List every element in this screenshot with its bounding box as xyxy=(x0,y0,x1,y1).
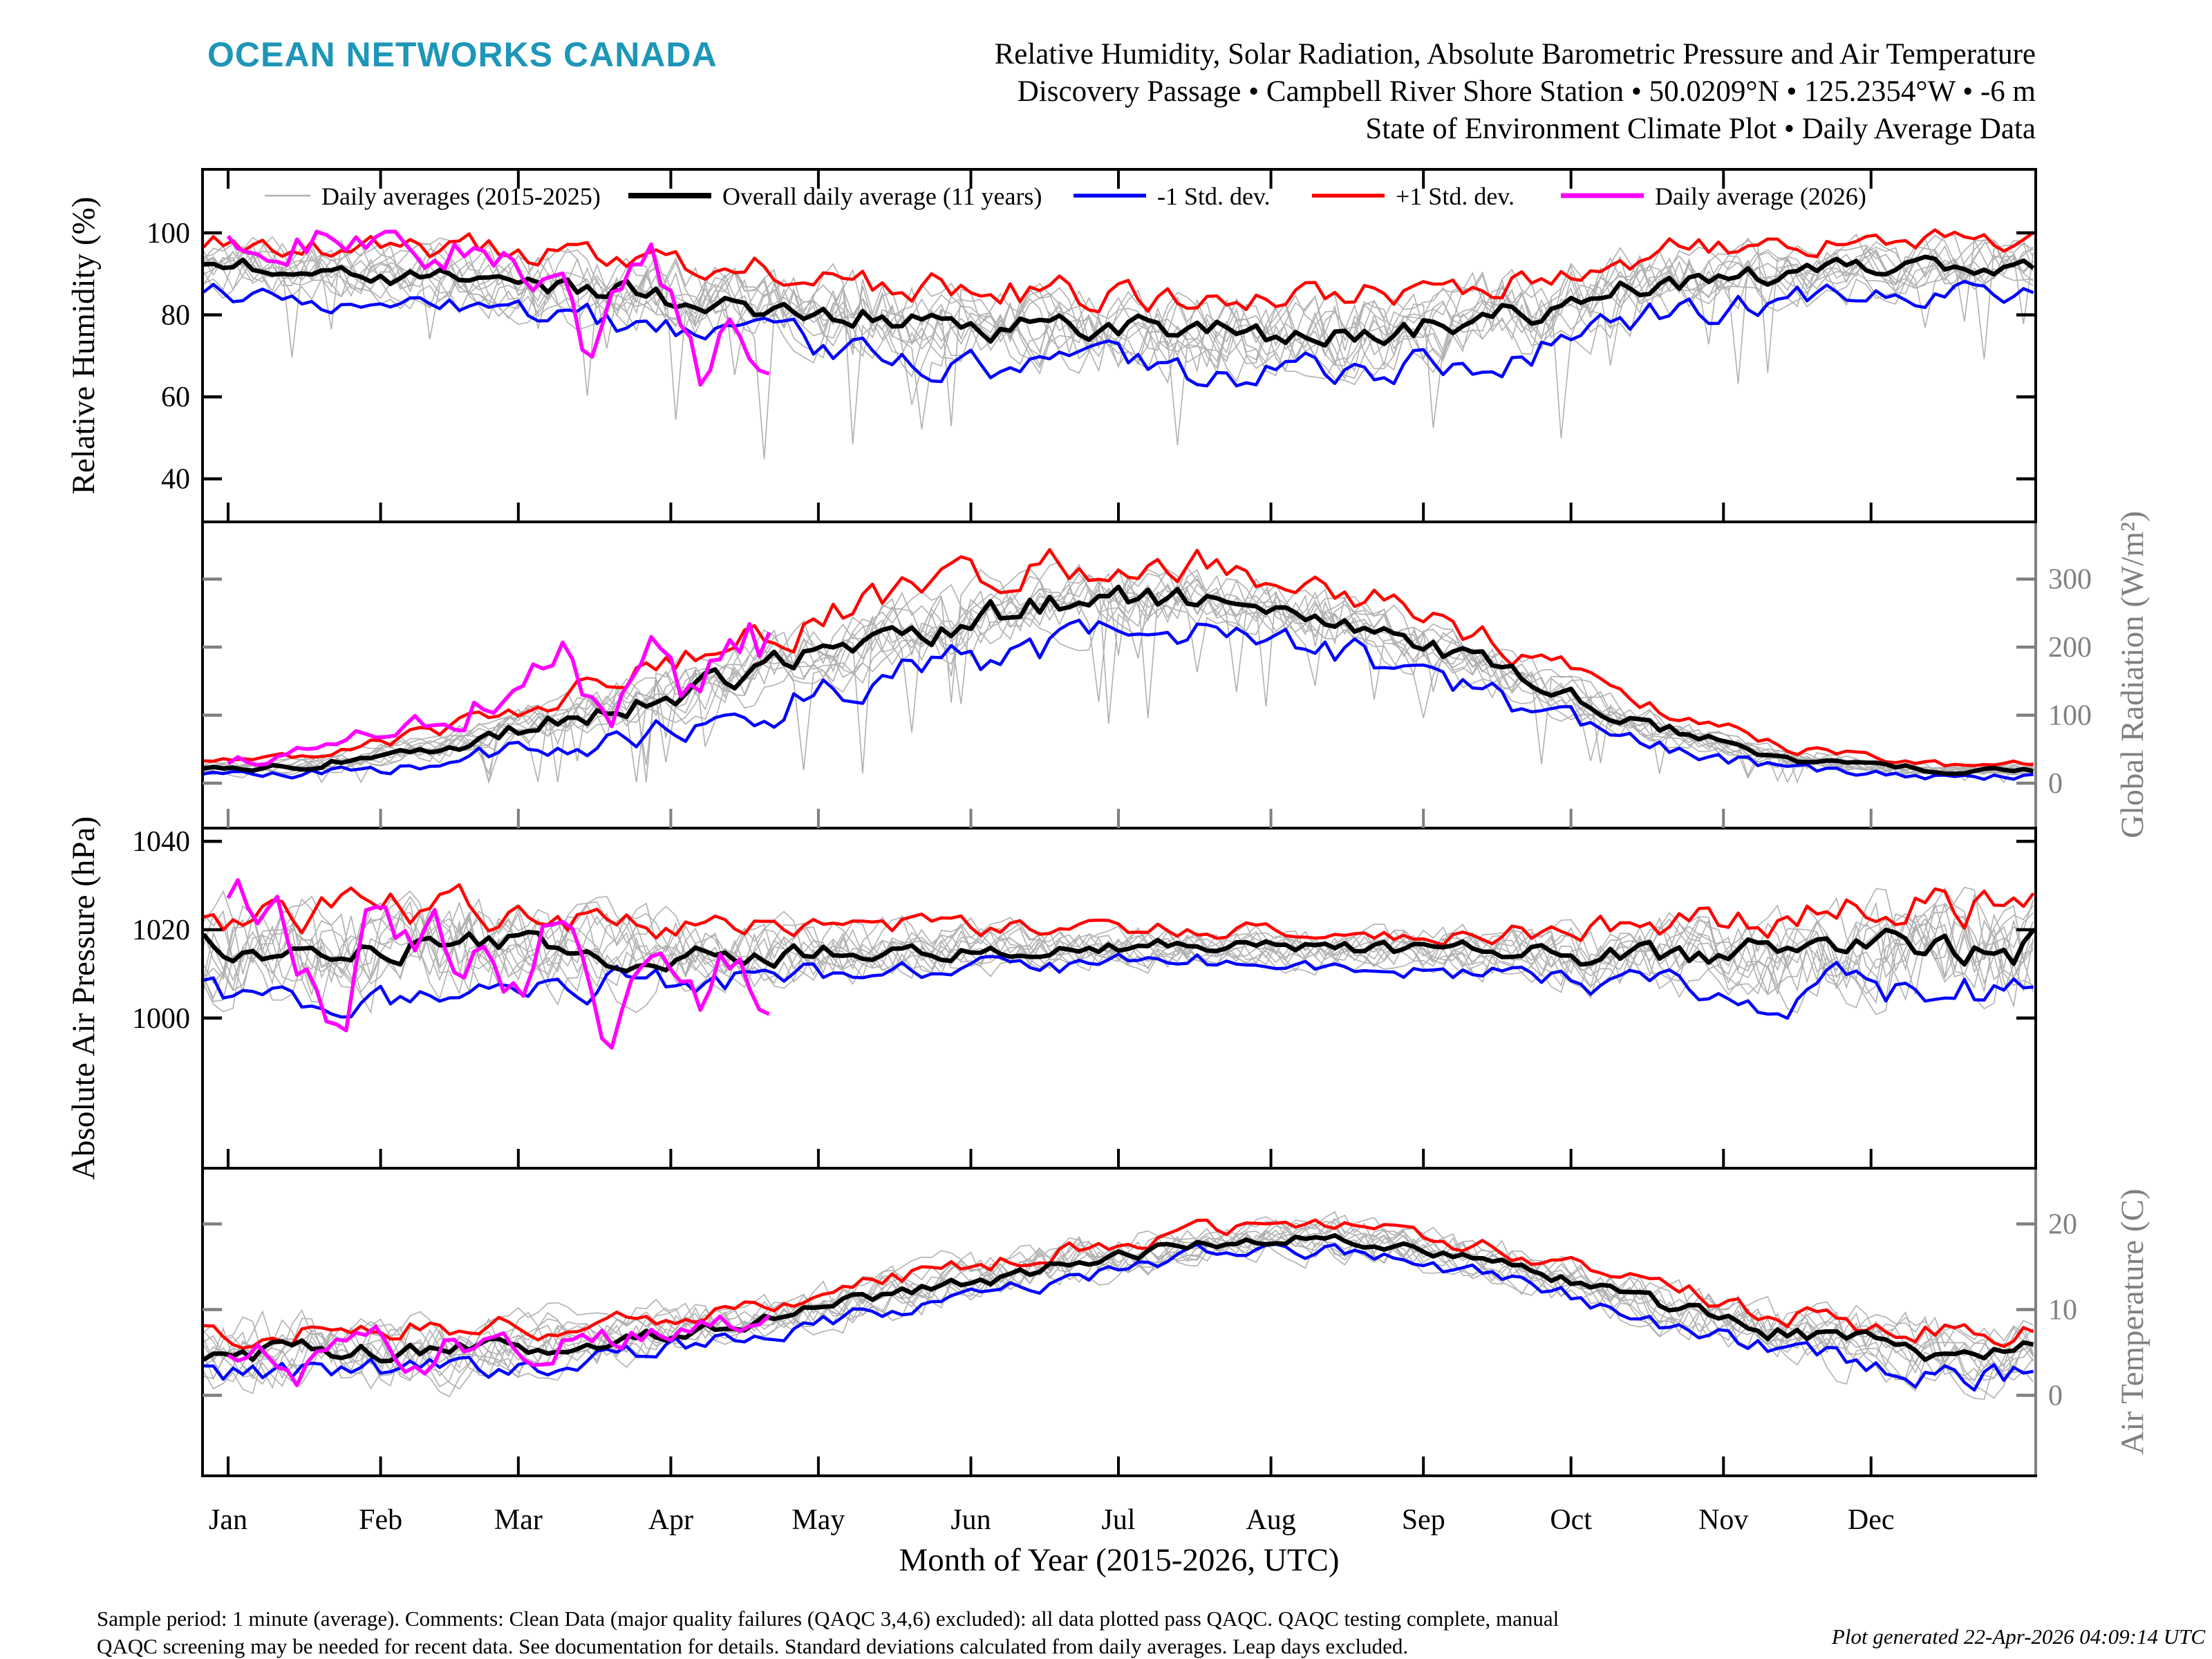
ytick-label-relative_humidity-60: 60 xyxy=(161,382,190,413)
legend: Daily averages (2015-2025) Overall daily … xyxy=(265,182,1866,210)
ytick-label-air_temperature-0: 0 xyxy=(2048,1380,2063,1412)
series-relative_humidity-mean xyxy=(203,254,2035,348)
series-relative_humidity-year-3 xyxy=(203,234,2034,460)
y-axis-title-temperature: Air Temperature (C) xyxy=(2115,1189,2150,1455)
series-relative_humidity-2026 xyxy=(226,229,770,387)
xtick-label-Mar: Mar xyxy=(494,1504,543,1536)
series-relative_humidity-year-5 xyxy=(203,234,2034,366)
series-absolute_air_pressure-plus-std xyxy=(203,883,2035,947)
y-axis-title-humidity: Relative Humidity (%) xyxy=(66,197,102,495)
xtick-label-Jul: Jul xyxy=(1101,1504,1135,1536)
xtick-label-Apr: Apr xyxy=(648,1504,693,1536)
ytick-label-absolute_air_pressure-1000: 1000 xyxy=(132,1003,190,1035)
ytick-label-relative_humidity-100: 100 xyxy=(147,218,190,250)
series-air_temperature-plus-std xyxy=(203,1218,2034,1350)
series-absolute_air_pressure-2026 xyxy=(226,878,770,1050)
footer-line-2: QAQC screening may be needed for recent … xyxy=(97,1634,1408,1658)
xtick-label-Oct: Oct xyxy=(1550,1504,1592,1536)
legend-label-y2026: Daily average (2026) xyxy=(1655,182,1866,210)
legend-label-plus: +1 Std. dev. xyxy=(1396,182,1515,210)
series-air_temperature-2026 xyxy=(227,1314,771,1387)
footer-line-1: Sample period: 1 minute (average). Comme… xyxy=(97,1606,1559,1631)
plot-generated-note: Plot generated 22-Apr-2026 04:09:14 UTC xyxy=(1831,1624,2205,1649)
series-air_temperature-minus-std xyxy=(203,1242,2034,1392)
ytick-label-air_temperature-20: 20 xyxy=(2048,1209,2077,1241)
ytick-label-air_temperature-10: 10 xyxy=(2048,1295,2077,1327)
panel-absolute_air_pressure xyxy=(203,878,2035,1050)
series-layer xyxy=(203,228,2035,1400)
y-axis-title-radiation: Global Radiation (W/m²) xyxy=(2115,511,2150,838)
series-global_radiation-2026 xyxy=(227,621,771,767)
ytick-label-absolute_air_pressure-1040: 1040 xyxy=(132,826,190,858)
panel-global_radiation xyxy=(203,547,2034,785)
xtick-label-Nov: Nov xyxy=(1698,1504,1748,1536)
xtick-label-Dec: Dec xyxy=(1848,1504,1895,1536)
chrome-text: OCEAN NETWORKS CANADA Relative Humidity,… xyxy=(66,35,2205,1658)
series-air_temperature-year-9 xyxy=(203,1220,2034,1382)
series-air_temperature-year-8 xyxy=(203,1214,2034,1381)
x-axis-title: Month of Year (2015-2026, UTC) xyxy=(899,1542,1339,1578)
series-absolute_air_pressure-year-8 xyxy=(203,890,2034,1004)
legend-label-minus: -1 Std. dev. xyxy=(1157,182,1271,210)
series-global_radiation-mean xyxy=(203,584,2034,776)
ytick-label-global_radiation-100: 100 xyxy=(2048,700,2092,732)
series-absolute_air_pressure-year-10 xyxy=(203,904,2034,1001)
panel-air_temperature xyxy=(203,1211,2034,1400)
series-global_radiation-plus-std xyxy=(203,547,2034,768)
series-global_radiation-year-10 xyxy=(203,569,2034,785)
title-line-3: State of Environment Climate Plot • Dail… xyxy=(1365,113,2036,145)
series-relative_humidity-year-6 xyxy=(203,241,2034,444)
series-global_radiation-minus-std xyxy=(203,618,2034,781)
series-air_temperature-year-4 xyxy=(203,1226,2034,1374)
ytick-label-global_radiation-200: 200 xyxy=(2048,632,2092,664)
ytick-label-global_radiation-0: 0 xyxy=(2048,768,2063,800)
ytick-label-relative_humidity-40: 40 xyxy=(161,464,190,496)
panel-relative_humidity xyxy=(203,228,2035,460)
y-axis-title-pressure: Absolute Air Pressure (hPa) xyxy=(66,816,102,1180)
ytick-label-absolute_air_pressure-1020: 1020 xyxy=(132,915,190,946)
series-relative_humidity-year-9 xyxy=(203,233,2034,370)
title-line-2: Discovery Passage • Campbell River Shore… xyxy=(1018,75,2036,108)
onc-logo: OCEAN NETWORKS CANADA xyxy=(207,35,718,74)
series-relative_humidity-minus-std xyxy=(203,279,2034,388)
series-relative_humidity-year-10 xyxy=(203,241,2034,364)
series-air_temperature-year-1 xyxy=(203,1218,2034,1385)
ytick-label-relative_humidity-80: 80 xyxy=(161,300,190,332)
xtick-label-Sep: Sep xyxy=(1402,1504,1445,1536)
series-relative_humidity-year-7 xyxy=(203,237,2034,420)
series-global_radiation-year-9 xyxy=(203,567,2034,775)
series-global_radiation-year-8 xyxy=(203,578,2034,782)
series-absolute_air_pressure-minus-std xyxy=(203,952,2034,1020)
xtick-label-Jun: Jun xyxy=(950,1504,991,1536)
series-relative_humidity-year-4 xyxy=(203,238,2034,396)
legend-label-gray: Daily averages (2015-2025) xyxy=(321,182,601,210)
xtick-label-Jan: Jan xyxy=(209,1504,247,1536)
series-absolute_air_pressure-year-9 xyxy=(203,898,2034,998)
ytick-label-global_radiation-300: 300 xyxy=(2048,564,2092,596)
title-line-1: Relative Humidity, Solar Radiation, Abso… xyxy=(995,38,2036,71)
xtick-label-Aug: Aug xyxy=(1246,1504,1295,1536)
xtick-label-May: May xyxy=(791,1504,845,1536)
series-air_temperature-year-2 xyxy=(203,1226,2034,1382)
series-absolute_air_pressure-mean xyxy=(203,927,2035,974)
series-air_temperature-year-10 xyxy=(203,1227,2034,1394)
xtick-label-Feb: Feb xyxy=(359,1504,402,1536)
legend-label-mean: Overall daily average (11 years) xyxy=(722,182,1042,210)
